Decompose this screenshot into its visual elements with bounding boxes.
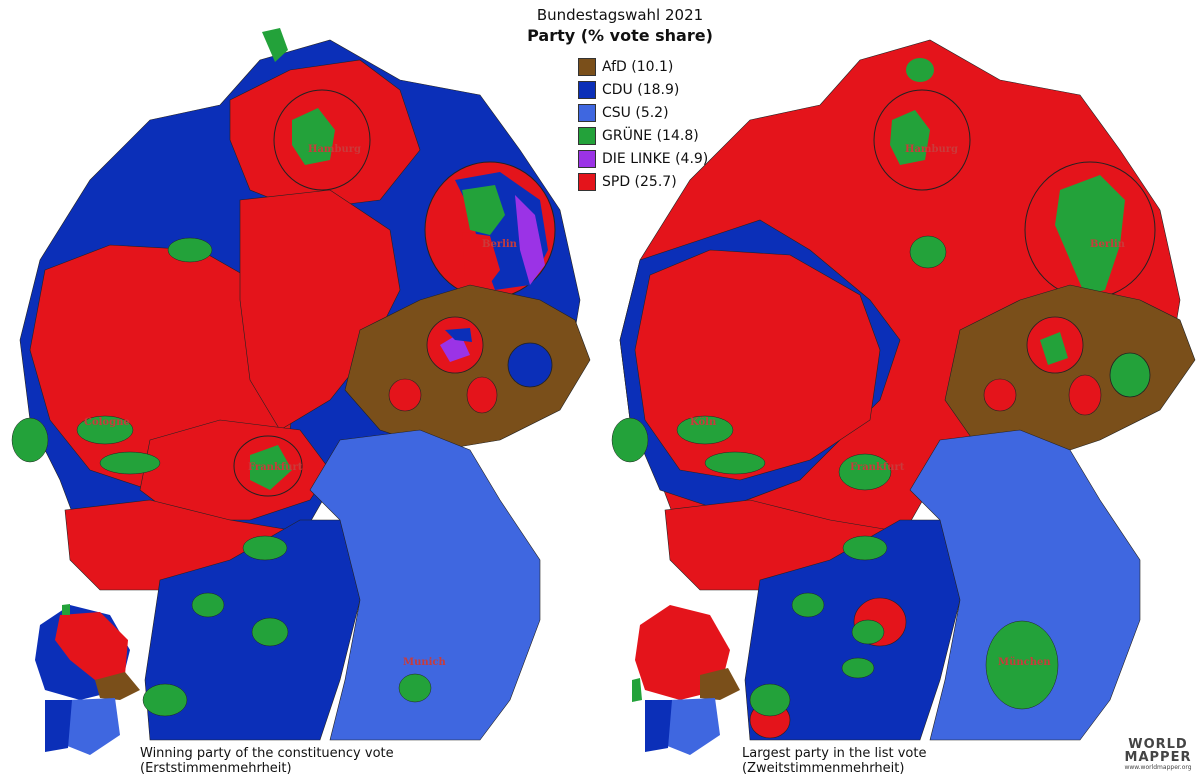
right-region-dresden — [1109, 352, 1151, 398]
legend-label: CDU (18.9) — [602, 81, 680, 98]
right-region-hamburg-green — [890, 110, 930, 165]
right-cartogram: Hamburg Berlin Köln Frankfurt München — [611, 39, 1196, 755]
left-label-cologne: Cologne — [84, 417, 130, 428]
left-region-green-southwest — [242, 535, 288, 561]
right-caption-line1: Largest party in the list vote — [742, 746, 927, 761]
logo-line1: WORLD — [1128, 737, 1188, 752]
right-region-berlin-green — [1055, 175, 1125, 295]
right-inset-map — [632, 605, 740, 755]
right-label-koeln: Köln — [690, 417, 717, 428]
right-region-green-karlsruhe — [791, 592, 825, 618]
left-region-green-stuttgart-2 — [251, 617, 289, 647]
left-inset-spd — [55, 612, 128, 680]
left-region-afd-spd-2 — [388, 378, 422, 412]
legend-swatch — [578, 126, 596, 145]
left-caption-line2: (Erststimmenmehrheit) — [140, 761, 292, 776]
legend-item: SPD (25.7) — [578, 170, 720, 193]
legend-label: CSU (5.2) — [602, 104, 669, 121]
legend-entries: AfD (10.1) CDU (18.9) CSU (5.2) GRÜNE (14.8… — [520, 55, 720, 193]
legend-subtitle: Party (% vote share) — [527, 26, 713, 45]
left-region-green-freiburg — [142, 683, 188, 717]
left-region-cologne-green-2 — [99, 451, 161, 475]
right-region-green-tuebingen — [841, 657, 875, 679]
left-inset-cdu-south — [45, 700, 72, 752]
left-region-berlin-spd — [462, 232, 500, 290]
right-region-green-southwest — [842, 535, 888, 561]
left-map-caption: Winning party of the constituency vote (… — [140, 746, 394, 776]
right-label-berlin: Berlin — [1090, 239, 1126, 250]
right-region-csu-bavaria — [909, 429, 1141, 741]
right-region-green-coast — [906, 58, 934, 82]
legend: Bundestagswahl 2021 Party (% vote share)… — [520, 6, 720, 193]
left-region-berlin-linke — [515, 195, 545, 285]
right-region-afd-spd-1 — [1068, 374, 1102, 416]
legend-label: GRÜNE (14.8) — [602, 127, 699, 144]
legend-label: DIE LINKE (4.9) — [602, 150, 709, 167]
right-region-green-munich — [985, 620, 1059, 710]
left-label-berlin: Berlin — [482, 239, 518, 250]
left-region-berlin-green — [462, 185, 505, 235]
right-region-green-frankfurt — [838, 453, 892, 491]
legend-swatch — [578, 172, 596, 191]
left-inset-afd — [95, 672, 140, 700]
right-label-muenchen: München — [998, 657, 1051, 668]
left-cartogram: Hamburg Berlin Cologne Frankfurt Munich — [11, 28, 591, 755]
legend-swatch — [578, 103, 596, 122]
logo-line2: MAPPER — [1124, 750, 1192, 765]
left-region-green-coast — [262, 28, 288, 62]
right-region-green-cologne-2 — [704, 451, 766, 475]
right-region-green-west — [611, 417, 649, 463]
legend-swatch — [578, 80, 596, 99]
right-inset-afd — [700, 668, 740, 700]
legend-label: SPD (25.7) — [602, 173, 677, 190]
right-inset-csu — [665, 698, 720, 755]
left-region-cologne-green-1 — [76, 415, 134, 445]
left-region-csu-bavaria — [309, 429, 541, 741]
legend-title: Bundestagswahl 2021 — [536, 6, 704, 24]
left-inset-map — [35, 604, 140, 755]
left-region-leipzig-cdu — [445, 328, 472, 342]
right-label-frankfurt: Frankfurt — [850, 462, 905, 473]
right-label-hamburg: Hamburg — [905, 144, 958, 155]
legend-item: AfD (10.1) — [578, 55, 720, 78]
legend-item: GRÜNE (14.8) — [578, 124, 720, 147]
left-region-green-munich — [398, 673, 432, 703]
right-inset-cdu — [645, 700, 672, 752]
left-region-hamburg-green — [292, 108, 335, 165]
logo-url: www.worldmapper.org — [1124, 764, 1192, 771]
left-label-frankfurt: Frankfurt — [248, 462, 303, 473]
left-inset-green — [62, 604, 70, 615]
legend-swatch — [578, 57, 596, 76]
right-region-afd-spd-2 — [983, 378, 1017, 412]
legend-item: DIE LINKE (4.9) — [578, 147, 720, 170]
left-region-green-north — [167, 237, 213, 263]
right-region-green-stuttgart — [851, 619, 885, 645]
left-label-munich: Munich — [403, 657, 446, 668]
right-region-green-cologne-1 — [676, 415, 734, 445]
left-region-green-west — [11, 417, 49, 463]
right-region-green-freiburg — [749, 683, 791, 717]
right-region-green-north — [909, 235, 947, 269]
legend-item: CSU (5.2) — [578, 101, 720, 124]
worldmapper-logo: WORLD MAPPER www.worldmapper.org — [1118, 738, 1198, 772]
left-region-dresden — [507, 342, 553, 388]
left-label-hamburg: Hamburg — [308, 144, 361, 155]
right-region-leipzig-green — [1040, 332, 1068, 365]
left-inset-csu — [65, 698, 120, 755]
left-region-frankfurt-green — [250, 445, 292, 490]
legend-swatch — [578, 149, 596, 168]
legend-item: CDU (18.9) — [578, 78, 720, 101]
left-caption-line1: Winning party of the constituency vote — [140, 746, 394, 761]
right-inset-green — [632, 678, 642, 702]
left-region-green-stuttgart-1 — [191, 592, 225, 618]
legend-label: AfD (10.1) — [602, 58, 674, 75]
right-map-caption: Largest party in the list vote (Zweitsti… — [742, 746, 926, 776]
left-region-afd-spd-1 — [466, 376, 498, 414]
right-caption-line2: (Zweitstimmenmehrheit) — [742, 761, 905, 776]
